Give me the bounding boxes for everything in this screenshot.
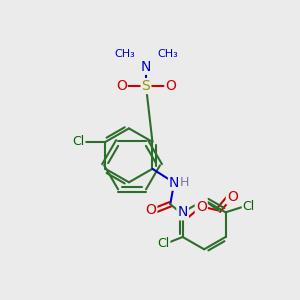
Text: H: H	[179, 176, 189, 189]
Text: O: O	[165, 79, 176, 93]
Text: Cl: Cl	[72, 135, 85, 148]
Text: Cl: Cl	[157, 237, 170, 250]
Text: O: O	[146, 203, 156, 218]
Text: N: N	[169, 176, 179, 190]
Text: O: O	[227, 190, 238, 203]
Text: O: O	[116, 79, 127, 93]
Text: CH₃: CH₃	[114, 50, 135, 59]
Text: N: N	[141, 60, 151, 74]
Text: Cl: Cl	[243, 200, 255, 213]
Text: O: O	[196, 200, 207, 214]
Text: CH₃: CH₃	[157, 50, 178, 59]
Text: S: S	[142, 79, 150, 93]
Text: N: N	[178, 205, 188, 219]
